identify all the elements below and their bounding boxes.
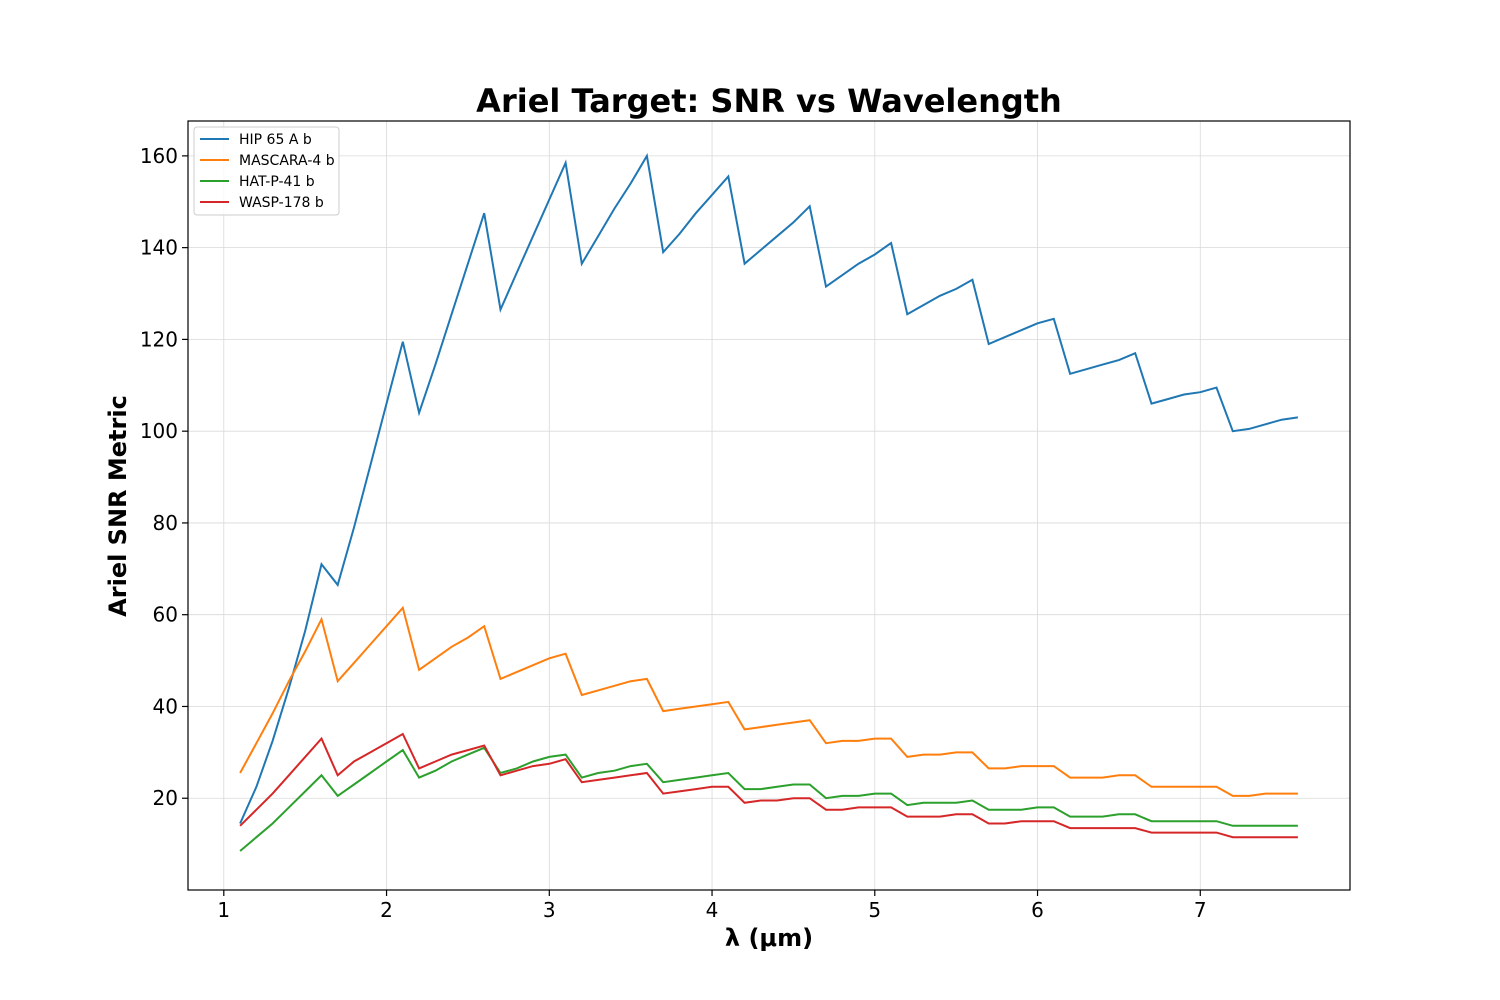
x-tick-label: 6 bbox=[1031, 898, 1044, 922]
y-tick-label: 100 bbox=[140, 419, 178, 443]
series-line-1 bbox=[239, 605, 1298, 797]
y-tick-label: 40 bbox=[153, 694, 178, 718]
x-tick-label: 3 bbox=[543, 898, 556, 922]
series-line-2 bbox=[239, 746, 1298, 852]
series-line-0 bbox=[239, 153, 1299, 824]
legend-label: HIP 65 A b bbox=[239, 132, 312, 148]
x-tick-label: 7 bbox=[1194, 898, 1207, 922]
x-tick-label: 2 bbox=[380, 898, 393, 922]
legend-box bbox=[193, 126, 340, 216]
y-tick-label: 160 bbox=[140, 144, 178, 168]
legend: HIP 65 A b MASCARA-4 b HAT-P-41 b WASP-178 … bbox=[193, 126, 340, 216]
x-tick-label: 4 bbox=[706, 898, 719, 922]
y-tick-label: 120 bbox=[140, 327, 178, 351]
x-axis-label: λ (μm) bbox=[725, 924, 813, 952]
x-tick-label: 5 bbox=[868, 898, 881, 922]
y-tick-label: 60 bbox=[153, 603, 178, 627]
legend-label: HAT-P-41 b bbox=[239, 174, 315, 190]
y-tick-label: 140 bbox=[140, 236, 178, 260]
series-line-3 bbox=[239, 732, 1298, 839]
series-lines bbox=[239, 153, 1299, 852]
chart-title: Ariel Target: SNR vs Wavelength bbox=[476, 82, 1062, 120]
y-tick-label: 80 bbox=[153, 511, 178, 535]
y-tick-label: 20 bbox=[153, 786, 178, 810]
axis-ticks: 1 2 3 4 5 6 7 20 40 60 80 100 120 140 160 bbox=[140, 144, 1207, 922]
x-tick-label: 1 bbox=[217, 898, 230, 922]
grid-lines bbox=[188, 121, 1350, 890]
y-axis-label: Ariel SNR Metric bbox=[104, 395, 132, 617]
legend-label: WASP-178 b bbox=[239, 195, 324, 211]
plot-frame bbox=[187, 120, 1351, 891]
legend-label: MASCARA-4 b bbox=[239, 153, 335, 169]
